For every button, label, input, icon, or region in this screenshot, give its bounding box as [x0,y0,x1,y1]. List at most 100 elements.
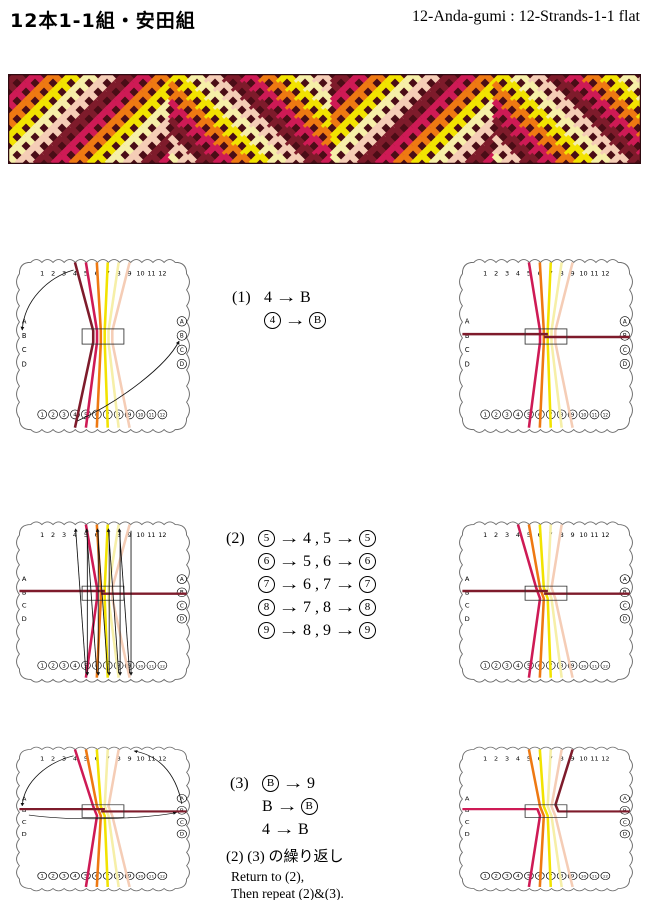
svg-text:11: 11 [592,664,598,669]
svg-text:9: 9 [571,413,575,419]
svg-text:C: C [180,604,184,610]
svg-text:D: D [465,360,470,368]
svg-text:4: 4 [516,413,520,419]
move-arrows [20,269,180,422]
svg-text:10: 10 [138,874,144,879]
svg-text:10: 10 [136,270,144,278]
svg-text:12: 12 [603,413,609,418]
plate-border [16,259,190,433]
svg-text:C: C [180,820,184,825]
top-slot-numbers: 1 2 3 4 5 6 7 8 9 10 11 12 [40,756,167,762]
svg-text:2: 2 [494,532,498,539]
svg-text:8: 8 [117,664,121,670]
svg-text:12: 12 [160,874,166,879]
bottom-slot-numbers: 1 2 3 4 5 6 7 8 9 10 11 12 [480,660,611,670]
arrow-glyph: → [278,575,300,593]
svg-text:C: C [22,820,27,826]
svg-text:12: 12 [160,413,166,418]
svg-text:10: 10 [138,664,144,669]
svg-text:C: C [22,346,27,354]
svg-text:10: 10 [138,413,144,418]
svg-text:10: 10 [579,532,587,539]
step-label: (2) [226,529,245,547]
svg-text:B: B [465,332,470,340]
bottom-slot-numbers: 1 2 3 4 5 6 7 8 9 10 11 12 [480,871,611,880]
svg-text:9: 9 [128,413,132,419]
svg-text:9: 9 [571,756,575,762]
svg-text:11: 11 [590,270,598,278]
footer-line-1: Return to (2), [231,869,305,884]
svg-text:8: 8 [560,532,564,539]
braid-point-box [524,328,568,345]
svg-text:B: B [465,808,470,814]
instruction-token: 4 [264,288,272,306]
instruction-step-1: (1) 4 → B 4 → B [232,286,328,332]
instruction-line: 9 → 8 , 9 → 9 [226,619,378,642]
svg-text:B: B [22,589,27,597]
instruction-token: 7 , [303,598,319,616]
svg-text:A: A [623,319,627,325]
svg-text:1: 1 [483,756,487,762]
instruction-token: 8 [323,598,331,616]
svg-text:9: 9 [571,532,575,539]
circled-label: 5 [359,530,376,547]
svg-text:4: 4 [73,756,77,762]
svg-text:1: 1 [40,664,44,670]
svg-text:4: 4 [73,874,76,879]
svg-text:8: 8 [117,756,121,762]
arrow-glyph: → [334,552,356,570]
arrow-glyph: → [278,598,300,616]
instruction-token: 9 [323,621,331,639]
instruction-token: B [298,820,309,838]
strands [462,262,630,428]
svg-text:8: 8 [560,270,564,278]
svg-text:C: C [180,348,184,354]
svg-text:9: 9 [571,874,574,879]
svg-text:8: 8 [560,413,564,419]
svg-text:A: A [623,797,627,802]
svg-text:D: D [180,617,184,623]
arrow-glyph: → [275,797,298,815]
instruction-line: B → B [230,795,320,818]
svg-text:2: 2 [494,664,498,670]
svg-text:3: 3 [62,532,66,539]
circled-label: 6 [359,553,376,570]
bottom-slot-numbers: 1 2 3 4 5 6 7 8 9 10 11 12 [37,871,168,880]
svg-text:11: 11 [149,664,155,669]
svg-text:11: 11 [590,532,598,539]
svg-text:D: D [180,832,184,837]
circled-label: 5 [258,530,275,547]
top-slot-numbers: 1 2 3 4 5 6 7 8 9 10 11 12 [40,532,166,539]
arrow-glyph: → [273,820,295,838]
svg-text:3: 3 [62,664,66,670]
instruction-token: 9 [307,774,315,792]
footer-line-2: Then repeat (2)&(3). [231,885,344,900]
svg-text:5: 5 [84,413,88,419]
svg-text:5: 5 [527,532,531,539]
instruction-token: 4 [262,820,270,838]
instruction-line: 4 → B [230,818,320,841]
svg-text:C: C [465,820,470,826]
svg-text:1: 1 [40,413,44,419]
svg-text:C: C [623,820,627,825]
instruction-step-3: (3) B → 9 B → B 4 → B [230,772,320,841]
bottom-slot-numbers: 1 2 3 4 5 6 7 8 9 10 11 12 [480,409,611,420]
svg-text:12: 12 [601,270,609,278]
svg-text:8: 8 [117,270,121,278]
braid-sample-photo [8,74,641,164]
svg-text:9: 9 [571,664,575,670]
svg-text:12: 12 [160,664,166,669]
svg-text:3: 3 [505,664,509,670]
svg-text:11: 11 [147,270,155,278]
arrow-glyph: → [284,311,306,329]
